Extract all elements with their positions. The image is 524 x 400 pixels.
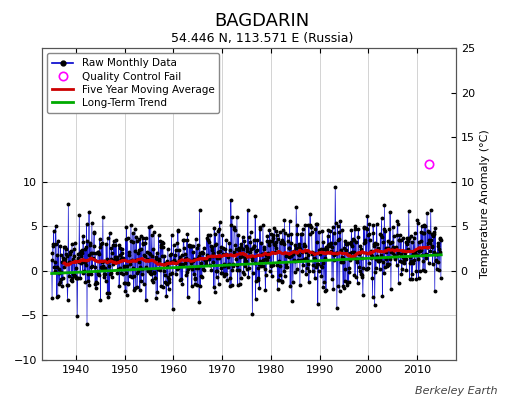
Text: 54.446 N, 113.571 E (Russia): 54.446 N, 113.571 E (Russia) (171, 32, 353, 45)
Text: Berkeley Earth: Berkeley Earth (416, 386, 498, 396)
Y-axis label: Temperature Anomaly (°C): Temperature Anomaly (°C) (481, 130, 490, 278)
Text: BAGDARIN: BAGDARIN (214, 12, 310, 30)
Legend: Raw Monthly Data, Quality Control Fail, Five Year Moving Average, Long-Term Tren: Raw Monthly Data, Quality Control Fail, … (47, 53, 220, 113)
